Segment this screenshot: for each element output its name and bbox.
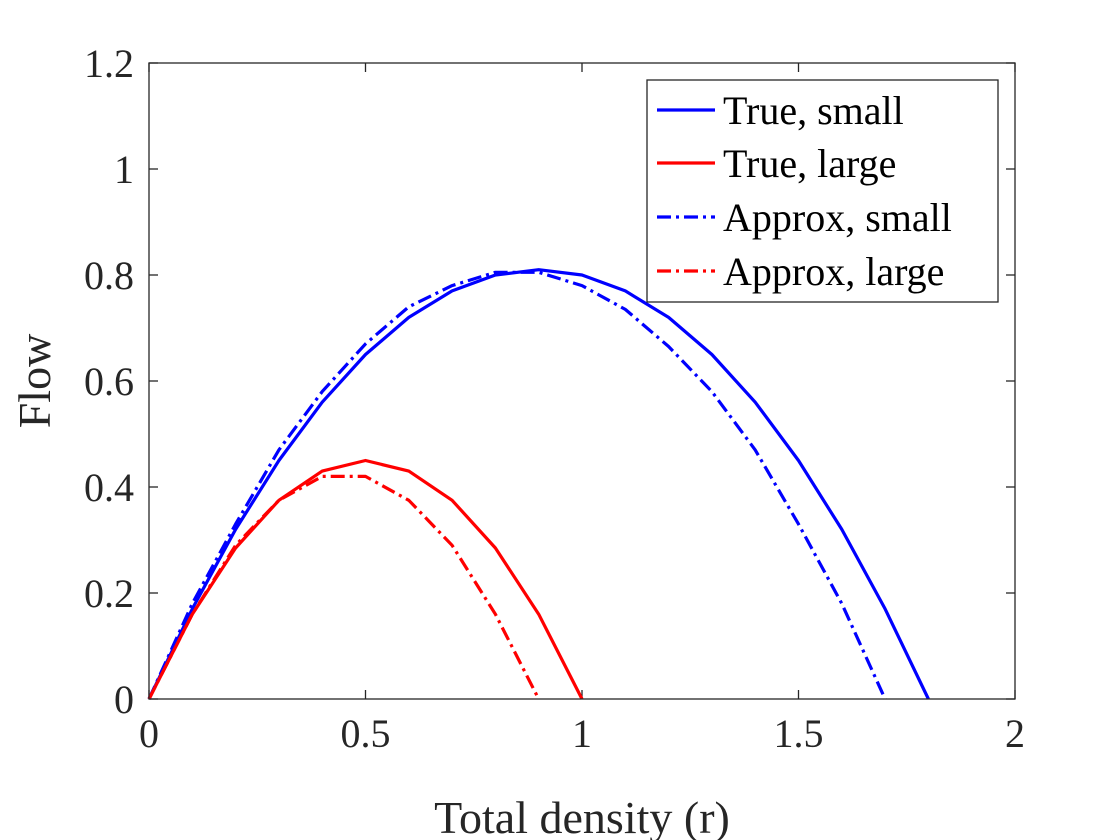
legend-label-1: True, large — [723, 141, 896, 186]
ticks-layer: 0 0.5 1 1.5 2 0 0.2 0.4 0.6 0.8 1 1.2 — [84, 41, 1025, 756]
y-tick-label-4: 0.8 — [84, 253, 134, 298]
y-tick-label-2: 0.4 — [84, 465, 134, 510]
y-tick-label-0: 0 — [114, 677, 134, 722]
series-layer — [147, 268, 930, 700]
y-axis-label: Flow — [9, 333, 60, 428]
x-tick-label-2: 1 — [572, 711, 592, 756]
y-tick-label-1: 0.2 — [84, 571, 134, 616]
y-tick-label-3: 0.6 — [84, 359, 134, 404]
legend: True, small True, large Approx, small Ap… — [646, 79, 999, 303]
x-tick-label-1: 0.5 — [341, 711, 391, 756]
x-tick-label-3: 1.5 — [774, 711, 824, 756]
x-tick-label-0: 0 — [139, 711, 159, 756]
x-axis-label: Total density (r) — [434, 792, 730, 840]
legend-label-0: True, small — [723, 88, 904, 133]
legend-label-2: Approx, small — [723, 195, 952, 240]
y-tick-label-5: 1 — [114, 147, 134, 192]
y-tick-label-6: 1.2 — [84, 41, 134, 86]
legend-label-3: Approx, large — [723, 249, 944, 294]
series-line-0 — [147, 268, 930, 700]
series-line-3 — [147, 474, 541, 700]
legend-box — [646, 79, 999, 303]
x-tick-label-4: 2 — [1005, 711, 1025, 756]
plot-frame — [148, 62, 1016, 700]
